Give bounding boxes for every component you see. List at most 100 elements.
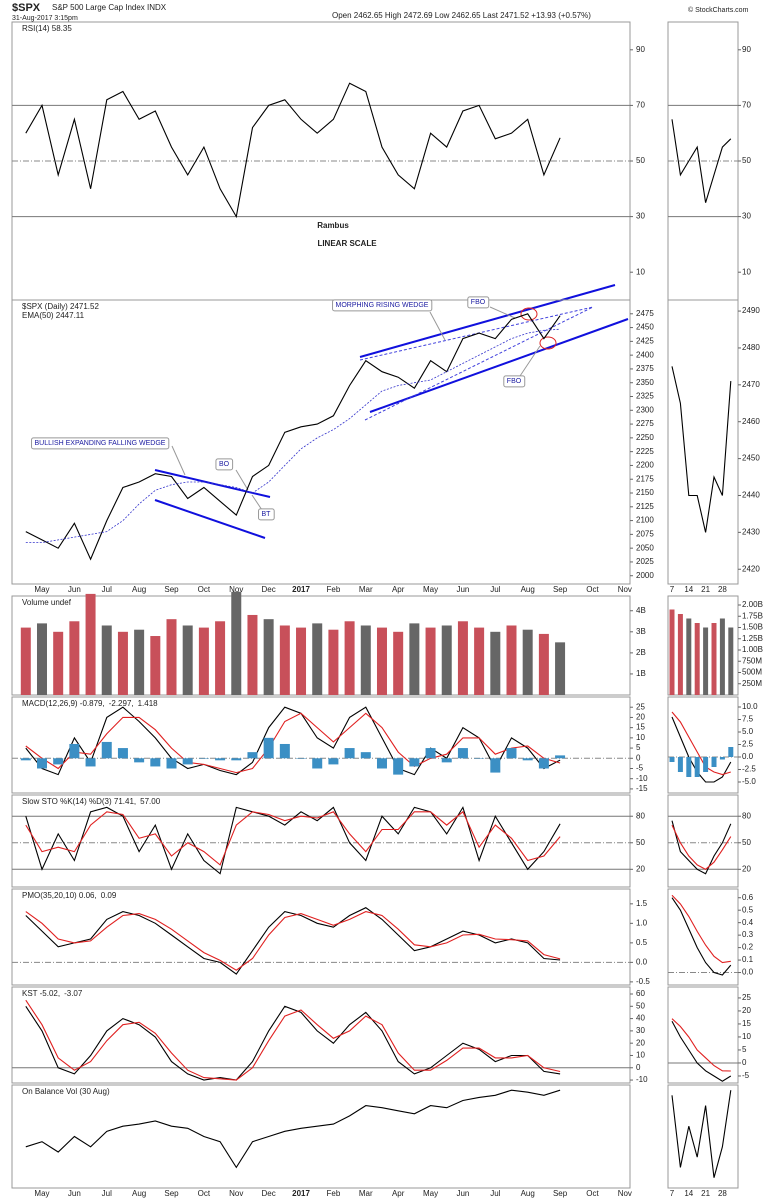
bar — [669, 609, 675, 695]
x-tick-label: Nov — [229, 585, 243, 594]
bar — [409, 758, 420, 767]
y-tick-label: 2400 — [636, 350, 654, 359]
annotation: FBO — [471, 299, 486, 306]
y-tick-label: 0.0 — [742, 968, 754, 977]
x-tick-label: Nov — [618, 1189, 632, 1198]
legend-entry: 57.00 — [140, 797, 161, 806]
series-line — [671, 716, 732, 783]
bar — [247, 614, 258, 695]
annotation: BT — [262, 511, 272, 518]
series-line — [671, 119, 732, 203]
legend-entry: KST -5.02, — [22, 989, 60, 998]
x-tick-label: Nov — [229, 1189, 243, 1198]
annotation: LINEAR SCALE — [317, 239, 377, 248]
bar — [36, 623, 47, 695]
y-tick-label: 30 — [742, 212, 751, 221]
y-tick-label: 2450 — [636, 323, 654, 332]
x-tick-label: Jun — [68, 1189, 81, 1198]
bar — [425, 627, 436, 695]
bar — [231, 758, 242, 761]
y-tick-label: 1.25B — [742, 634, 763, 643]
y-tick-label: 2125 — [636, 502, 654, 511]
bar — [538, 633, 549, 695]
y-tick-label: 0 — [636, 753, 641, 762]
bar — [360, 752, 371, 759]
y-tick-label: 2325 — [636, 392, 654, 401]
y-tick-label: -5 — [742, 1071, 750, 1080]
series-line — [671, 897, 732, 976]
y-tick-label: 20 — [636, 713, 645, 722]
bar — [53, 631, 64, 695]
y-tick-label: 500M — [742, 668, 762, 677]
bar — [328, 758, 339, 765]
x-tick-label: Jul — [102, 1189, 112, 1198]
y-tick-label: 2000 — [636, 571, 654, 580]
y-tick-label: 10 — [742, 1032, 751, 1041]
x-tick-label: Jul — [490, 1189, 500, 1198]
x-tick-label: 7 — [670, 1189, 675, 1198]
y-tick-label: 250M — [742, 679, 762, 688]
y-tick-label: 4B — [636, 606, 646, 615]
series-line — [25, 1089, 561, 1169]
y-tick-label: 5 — [742, 1045, 747, 1054]
x-tick-label: Oct — [198, 585, 211, 594]
copyright: © StockCharts.com — [688, 6, 749, 14]
series-line — [25, 911, 561, 971]
y-tick-label: 40 — [636, 1014, 645, 1023]
pointer — [171, 306, 541, 511]
annotation-box — [215, 458, 234, 471]
y-tick-label: 1B — [636, 669, 646, 678]
y-tick-label: 2025 — [636, 557, 654, 566]
y-tick-label: 0.4 — [742, 918, 754, 927]
y-tick-label: 20 — [636, 864, 645, 873]
panel-frame — [667, 986, 739, 1084]
bar — [393, 631, 404, 695]
x-tick-label: Oct — [586, 1189, 599, 1198]
y-tick-label: -5 — [636, 764, 644, 773]
y-tick-label: 70 — [636, 101, 645, 110]
bar — [344, 621, 355, 695]
bar — [53, 758, 64, 765]
trendlines — [154, 284, 629, 539]
y-tick-label: 5.0 — [742, 727, 754, 736]
series-line — [671, 366, 732, 533]
bar — [134, 629, 145, 695]
y-tick-label: 50 — [636, 838, 645, 847]
x-tick-label: 7 — [670, 585, 675, 594]
y-tick-label: -10 — [636, 774, 648, 783]
bar — [393, 758, 404, 775]
x-tick-label: Apr — [392, 585, 405, 594]
bar — [69, 621, 80, 695]
bar — [376, 627, 387, 695]
bar — [555, 755, 566, 759]
y-tick-label: 2480 — [742, 343, 760, 352]
y-tick-label: 0.3 — [742, 930, 754, 939]
series-line — [25, 907, 561, 975]
bar — [85, 593, 96, 695]
wedge-inner — [364, 306, 594, 421]
x-tick-label: Mar — [359, 1189, 373, 1198]
bar — [150, 758, 161, 767]
bar — [296, 758, 307, 759]
y-tick-label: 1.50B — [742, 623, 763, 632]
y-tick-label: 2460 — [742, 417, 760, 426]
panel-frame — [667, 888, 739, 986]
series-line — [671, 1090, 732, 1178]
y-tick-label: 80 — [742, 811, 751, 820]
bar — [728, 747, 734, 757]
x-tick-label: 21 — [701, 1189, 710, 1198]
y-tick-label: 90 — [742, 45, 751, 54]
y-tick-label: 1.5 — [636, 899, 648, 908]
series-line — [25, 810, 561, 866]
panel-frame — [11, 299, 631, 585]
bar — [215, 621, 226, 695]
y-tick-label: 10 — [742, 267, 751, 276]
symbol-name: S&P 500 Large Cap Index INDX — [52, 3, 167, 12]
y-tick-label: 50 — [742, 156, 751, 165]
series-line — [671, 1021, 732, 1082]
x-tick-label: May — [34, 1189, 49, 1198]
y-tick-label: 50 — [742, 838, 751, 847]
x-tick-label: 14 — [684, 585, 693, 594]
y-tick-label: 2.5 — [742, 740, 754, 749]
